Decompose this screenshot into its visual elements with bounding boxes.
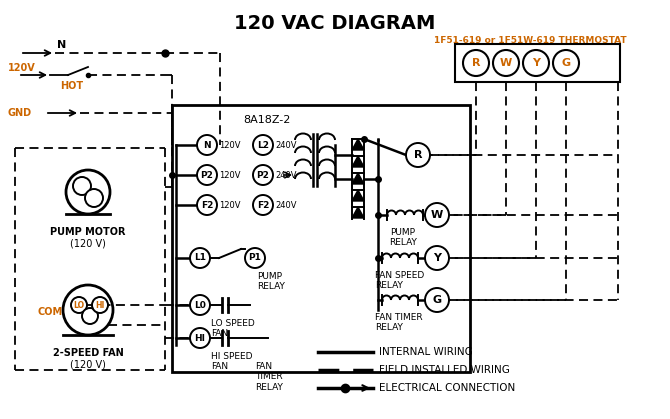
Text: R: R	[414, 150, 422, 160]
Circle shape	[425, 203, 449, 227]
Text: ELECTRICAL CONNECTION: ELECTRICAL CONNECTION	[379, 383, 515, 393]
Text: L2: L2	[257, 140, 269, 150]
Text: 2-SPEED FAN: 2-SPEED FAN	[53, 348, 123, 358]
Bar	[172, 105, 470, 372]
Circle shape	[253, 195, 273, 215]
Text: (120 V): (120 V)	[70, 359, 106, 369]
Circle shape	[406, 143, 430, 167]
Circle shape	[92, 297, 108, 313]
Circle shape	[197, 165, 217, 185]
Text: PUMP
RELAY: PUMP RELAY	[389, 228, 417, 247]
Circle shape	[553, 50, 579, 76]
Text: G: G	[432, 295, 442, 305]
Text: 120V: 120V	[219, 140, 241, 150]
Text: 1F51-619 or 1F51W-619 THERMOSTAT: 1F51-619 or 1F51W-619 THERMOSTAT	[433, 36, 626, 45]
Circle shape	[197, 195, 217, 215]
Text: GND: GND	[8, 108, 32, 118]
Text: R: R	[472, 58, 480, 68]
Text: INTERNAL WIRING: INTERNAL WIRING	[379, 347, 473, 357]
Text: FAN SPEED
RELAY: FAN SPEED RELAY	[375, 271, 424, 290]
Text: 120V: 120V	[219, 201, 241, 210]
Text: PUMP MOTOR: PUMP MOTOR	[50, 227, 126, 237]
Text: COM: COM	[38, 307, 63, 317]
Text: L1: L1	[194, 253, 206, 262]
Polygon shape	[352, 139, 364, 150]
Text: P2: P2	[257, 171, 269, 179]
Circle shape	[425, 246, 449, 270]
Circle shape	[85, 189, 103, 207]
Text: 8A18Z-2: 8A18Z-2	[243, 115, 291, 125]
Polygon shape	[352, 173, 364, 184]
Text: Y: Y	[433, 253, 441, 263]
Bar	[455, 44, 620, 82]
Text: FAN TIMER
RELAY: FAN TIMER RELAY	[375, 313, 423, 332]
Circle shape	[190, 295, 210, 315]
Circle shape	[253, 165, 273, 185]
Text: F2: F2	[201, 201, 213, 210]
Circle shape	[71, 297, 87, 313]
Text: 120 VAC DIAGRAM: 120 VAC DIAGRAM	[234, 14, 436, 33]
Text: 120V: 120V	[8, 63, 36, 73]
Text: P1: P1	[249, 253, 261, 262]
Circle shape	[82, 308, 98, 324]
Text: Y: Y	[532, 58, 540, 68]
Circle shape	[63, 285, 113, 335]
Text: P2: P2	[200, 171, 214, 179]
Text: (120 V): (120 V)	[70, 238, 106, 248]
Circle shape	[253, 135, 273, 155]
Polygon shape	[352, 190, 364, 201]
Text: FIELD INSTALLED WIRING: FIELD INSTALLED WIRING	[379, 365, 510, 375]
Circle shape	[66, 170, 110, 214]
Text: 240V: 240V	[275, 140, 297, 150]
Circle shape	[197, 135, 217, 155]
Text: 120V: 120V	[219, 171, 241, 179]
Text: L0: L0	[194, 300, 206, 310]
Text: HI: HI	[194, 334, 206, 342]
Circle shape	[190, 328, 210, 348]
Text: F2: F2	[257, 201, 269, 210]
Polygon shape	[352, 207, 364, 218]
Text: W: W	[431, 210, 443, 220]
Circle shape	[73, 177, 91, 195]
Text: 240V: 240V	[275, 201, 297, 210]
Circle shape	[523, 50, 549, 76]
Circle shape	[493, 50, 519, 76]
Text: N: N	[57, 40, 66, 50]
Text: HI: HI	[95, 300, 105, 310]
Text: G: G	[561, 58, 571, 68]
Polygon shape	[352, 156, 364, 167]
Text: LO: LO	[74, 300, 84, 310]
Text: HI SPEED
FAN: HI SPEED FAN	[211, 352, 253, 371]
Text: PUMP
RELAY: PUMP RELAY	[257, 272, 285, 291]
Circle shape	[245, 248, 265, 268]
Circle shape	[190, 248, 210, 268]
Text: N: N	[203, 140, 211, 150]
Text: 240V: 240V	[275, 171, 297, 179]
Text: W: W	[500, 58, 512, 68]
Text: FAN
TIMER
RELAY: FAN TIMER RELAY	[255, 362, 283, 392]
Text: LO SPEED
FAN: LO SPEED FAN	[211, 319, 255, 339]
Circle shape	[425, 288, 449, 312]
Circle shape	[463, 50, 489, 76]
Text: HOT: HOT	[60, 81, 83, 91]
